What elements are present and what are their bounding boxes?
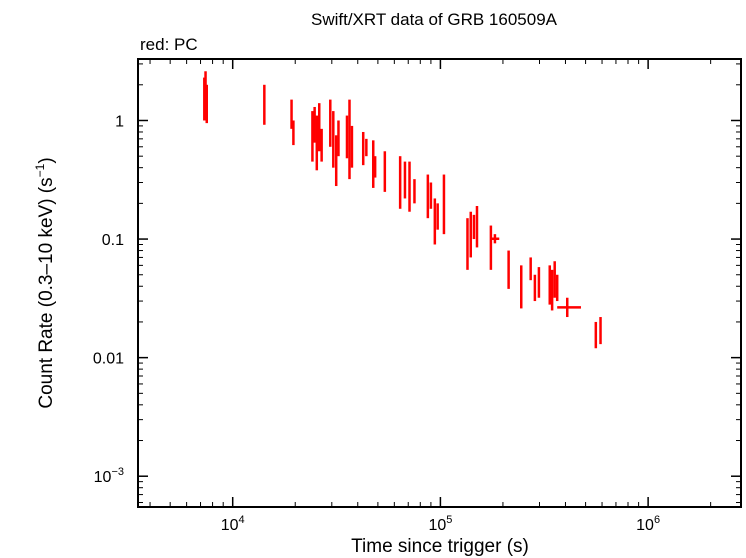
- y-tick-labels: 1 0.1 0.01 10−3: [93, 113, 124, 486]
- minor-ticks: [138, 59, 741, 507]
- major-ticks: [138, 59, 741, 507]
- y-tick-base: 1: [115, 113, 124, 130]
- x-tick-labels: 104 105 106: [221, 514, 660, 534]
- x-tick-label: 106: [636, 514, 660, 534]
- x-tick-base: 10: [636, 517, 654, 534]
- x-tick-label: 104: [221, 514, 245, 534]
- y-axis-label-end: ): [36, 157, 57, 163]
- x-tick-base: 10: [428, 517, 446, 534]
- data-layer: [203, 71, 602, 349]
- y-axis-label-sup: −1: [33, 163, 47, 177]
- y-axis-label-main: Count Rate (0.3–10 keV) (s: [36, 177, 57, 408]
- chart-title: Swift/XRT data of GRB 160509A: [311, 10, 558, 29]
- plot-area: [137, 58, 742, 508]
- y-tick-label: 0.01: [93, 351, 124, 368]
- y-tick-base: 10: [94, 469, 112, 486]
- series-note: red: PC: [140, 35, 198, 54]
- x-tick-exp: 4: [239, 514, 245, 526]
- y-tick-base: 0.01: [93, 351, 124, 368]
- y-tick-label: 10−3: [94, 466, 124, 486]
- x-tick-label: 105: [428, 514, 452, 534]
- data-point: [491, 234, 500, 244]
- x-tick-exp: 6: [654, 514, 660, 526]
- y-tick-base: 0.1: [102, 232, 124, 249]
- x-tick-exp: 5: [446, 514, 452, 526]
- data-point: [557, 297, 581, 318]
- y-tick-exp: −3: [111, 466, 124, 478]
- y-tick-label: 1: [115, 113, 124, 130]
- plot-frame: [137, 58, 742, 508]
- x-tick-base: 10: [221, 517, 239, 534]
- x-axis-label: Time since trigger (s): [351, 536, 529, 557]
- y-tick-label: 0.1: [102, 232, 124, 249]
- y-axis-label: Count Rate (0.3–10 keV) (s−1): [33, 157, 57, 408]
